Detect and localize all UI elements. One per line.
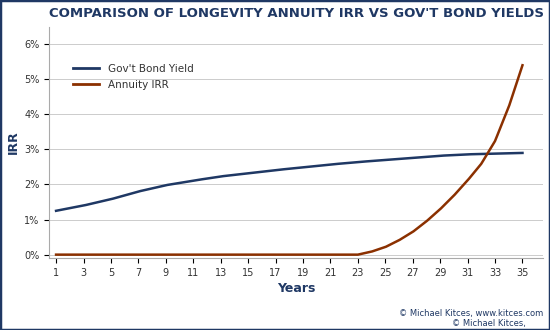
- Text: © Michael Kitces, www.kitces.com: © Michael Kitces, www.kitces.com: [399, 309, 543, 318]
- X-axis label: Years: Years: [277, 282, 315, 295]
- Title: COMPARISON OF LONGEVITY ANNUITY IRR VS GOV'T BOND YIELDS: COMPARISON OF LONGEVITY ANNUITY IRR VS G…: [48, 7, 543, 20]
- Text: © Michael Kitces,: © Michael Kitces,: [452, 319, 528, 328]
- Y-axis label: IRR: IRR: [7, 131, 20, 154]
- Legend: Gov't Bond Yield, Annuity IRR: Gov't Bond Yield, Annuity IRR: [69, 60, 197, 94]
